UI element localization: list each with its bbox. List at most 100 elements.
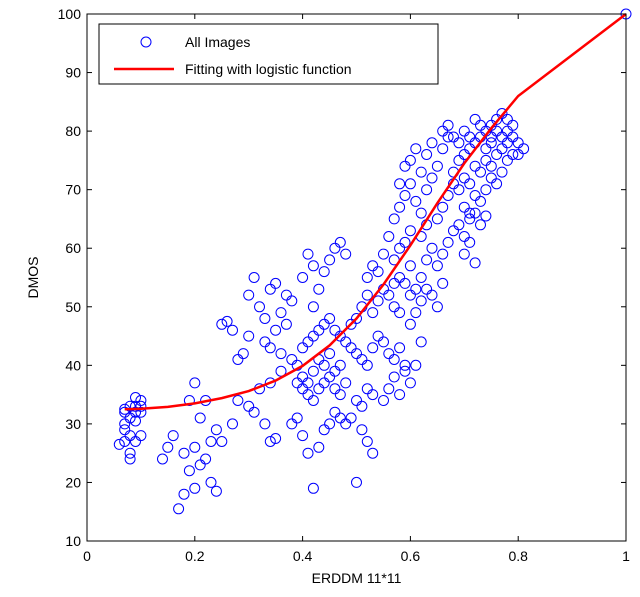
- data-point: [157, 453, 168, 465]
- data-point: [210, 485, 222, 497]
- data-point: [496, 143, 508, 155]
- data-point: [469, 257, 481, 269]
- data-point: [475, 195, 486, 207]
- data-point: [367, 342, 379, 354]
- data-point: [324, 313, 336, 324]
- data-point: [388, 301, 400, 313]
- data-point: [178, 488, 190, 500]
- data-point: [302, 389, 314, 401]
- data-point: [372, 330, 384, 342]
- legend: All Images Fitting with logistic functio…: [98, 23, 439, 85]
- plot-frame: [86, 13, 627, 542]
- legend-label-fit-line: Fitting with logistic function: [185, 61, 352, 77]
- data-point: [183, 465, 195, 477]
- data-point: [453, 137, 465, 149]
- data-point: [394, 342, 406, 354]
- data-point: [399, 277, 411, 289]
- data-point: [302, 336, 314, 348]
- data-point: [264, 436, 276, 447]
- data-point: [297, 383, 309, 395]
- data-point: [367, 447, 379, 459]
- data-point: [394, 272, 406, 283]
- data-point: [404, 154, 416, 166]
- data-point: [178, 447, 190, 459]
- data-point: [345, 412, 357, 424]
- data-point: [453, 219, 465, 231]
- data-point: [135, 406, 147, 418]
- data-point: [345, 342, 357, 354]
- x-tick-label: 1: [622, 548, 630, 564]
- data-point: [297, 430, 309, 442]
- data-point: [404, 260, 416, 272]
- data-point: [512, 149, 524, 160]
- data-point: [324, 418, 336, 430]
- y-tick-label: 90: [65, 65, 81, 81]
- data-point: [307, 301, 319, 313]
- data-point: [469, 207, 481, 219]
- data-point: [485, 160, 497, 172]
- data-point: [259, 418, 271, 430]
- data-point: [351, 313, 362, 324]
- data-point: [307, 395, 319, 406]
- data-point: [469, 190, 481, 201]
- data-point: [237, 348, 249, 360]
- data-point: [491, 149, 503, 160]
- data-point: [351, 476, 362, 488]
- data-point: [313, 324, 325, 336]
- data-point: [286, 418, 298, 430]
- y-tick-label: 60: [65, 240, 81, 256]
- data-point: [227, 418, 238, 430]
- data-point: [404, 225, 416, 237]
- data-point: [464, 178, 476, 190]
- data-point: [458, 248, 470, 260]
- fit-line-layer: [124, 13, 627, 411]
- data-point: [480, 210, 492, 222]
- data-point: [130, 392, 141, 403]
- data-point: [361, 289, 373, 301]
- data-point: [437, 143, 449, 155]
- scatter-points: [113, 8, 632, 515]
- data-point: [275, 365, 287, 377]
- data-point: [394, 178, 406, 190]
- data-point: [431, 301, 443, 313]
- data-point: [243, 289, 255, 301]
- data-point: [399, 160, 411, 172]
- data-point: [248, 406, 260, 418]
- data-point: [475, 166, 486, 178]
- data-point: [501, 113, 513, 125]
- x-tick-label: 0: [83, 548, 91, 564]
- data-point: [329, 406, 341, 418]
- data-point: [372, 295, 384, 307]
- data-point: [410, 195, 422, 207]
- data-point: [351, 348, 362, 360]
- data-point: [378, 248, 389, 260]
- data-point: [130, 406, 141, 418]
- data-point: [475, 119, 486, 131]
- data-point: [383, 383, 395, 395]
- data-point: [383, 289, 395, 301]
- data-point: [361, 272, 373, 283]
- data-point: [410, 359, 422, 371]
- data-point: [324, 348, 336, 360]
- data-point: [243, 400, 255, 412]
- data-point: [399, 365, 411, 377]
- data-point: [356, 400, 368, 412]
- data-point: [415, 295, 427, 307]
- data-point: [324, 371, 336, 383]
- data-point: [194, 412, 206, 424]
- data-point: [264, 283, 276, 295]
- data-point: [431, 160, 443, 172]
- data-point: [431, 213, 443, 225]
- data-point: [507, 131, 519, 143]
- data-point: [313, 283, 325, 295]
- data-point: [307, 260, 319, 272]
- data-point: [458, 231, 470, 242]
- data-point: [475, 219, 486, 231]
- data-point: [318, 424, 330, 436]
- data-point: [216, 318, 228, 330]
- x-tick-label: 0.2: [185, 548, 205, 564]
- data-point: [167, 430, 179, 442]
- data-point: [361, 436, 373, 447]
- data-point: [286, 295, 298, 307]
